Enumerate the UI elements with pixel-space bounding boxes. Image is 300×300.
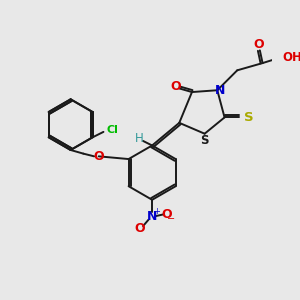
Text: S: S: [244, 111, 254, 124]
Text: O: O: [254, 38, 264, 52]
Text: O: O: [134, 222, 145, 235]
Text: S: S: [200, 134, 209, 147]
Text: N: N: [215, 84, 225, 97]
Text: −: −: [167, 214, 175, 224]
Text: Cl: Cl: [106, 125, 118, 135]
Text: N: N: [147, 210, 157, 223]
Text: O: O: [93, 150, 104, 163]
Text: O: O: [170, 80, 181, 93]
Text: OH: OH: [283, 51, 300, 64]
Text: O: O: [161, 208, 172, 221]
Text: +: +: [153, 207, 160, 216]
Text: H: H: [135, 132, 144, 145]
